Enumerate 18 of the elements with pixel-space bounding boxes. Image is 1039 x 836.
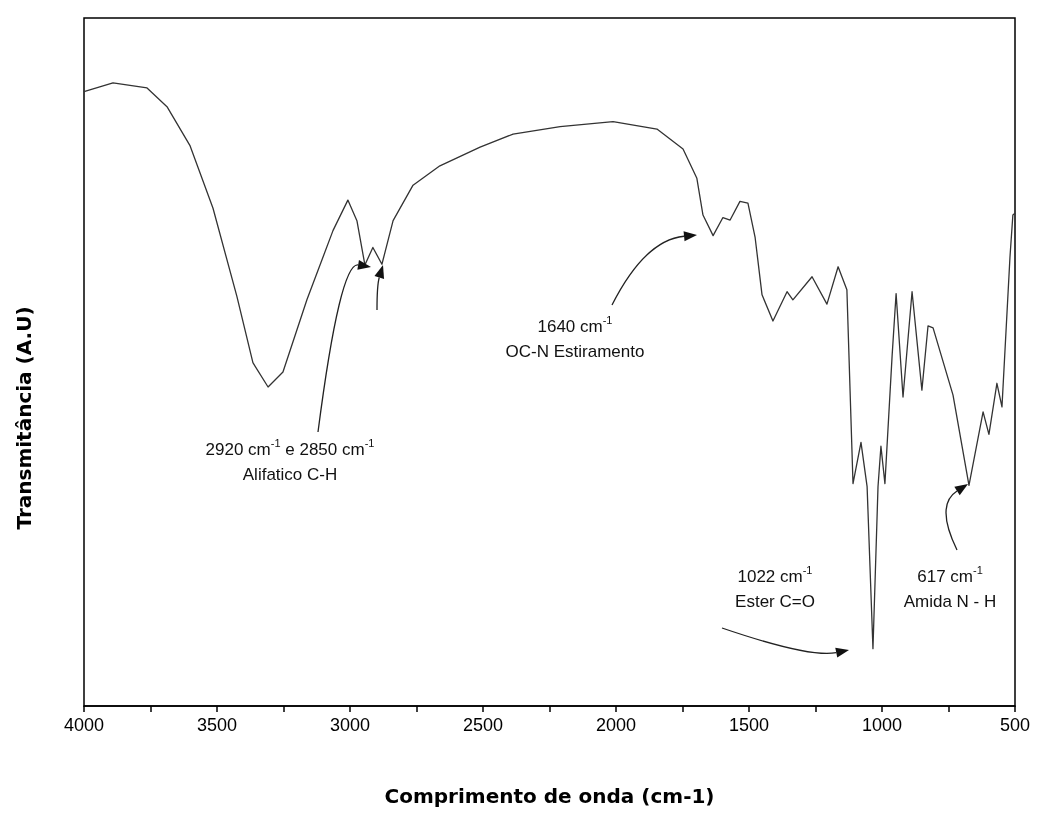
annotation: 1022 cm$^{-1}$ <box>737 564 813 588</box>
annotation: 2920 cm$^{-1}$ e 2850 cm$^{-1}$ <box>205 437 375 461</box>
annotation: 617 cm$^{-1}$ <box>917 564 983 588</box>
annotation: OC-N Estiramento <box>505 341 645 363</box>
x-axis-title: Comprimento de onda (cm-1) <box>384 784 715 808</box>
x-tick-label: 1500 <box>728 715 770 735</box>
x-tick-label: 500 <box>999 715 1031 735</box>
x-tick-label: 3500 <box>196 715 238 735</box>
annotation: Ester C=O <box>735 591 815 613</box>
annotation: Alifatico C-H <box>242 464 338 486</box>
annotation: Amida N - H <box>903 591 997 613</box>
y-axis-title: Transmitância (A.U) <box>12 306 36 530</box>
x-tick-label: 2000 <box>595 715 637 735</box>
annotation: 1640 cm$^{-1}$ <box>537 314 613 338</box>
x-tick-label: 4000 <box>63 715 105 735</box>
x-tick-label: 3000 <box>329 715 371 735</box>
x-tick-label: 2500 <box>462 715 504 735</box>
x-tick-label: 1000 <box>861 715 903 735</box>
